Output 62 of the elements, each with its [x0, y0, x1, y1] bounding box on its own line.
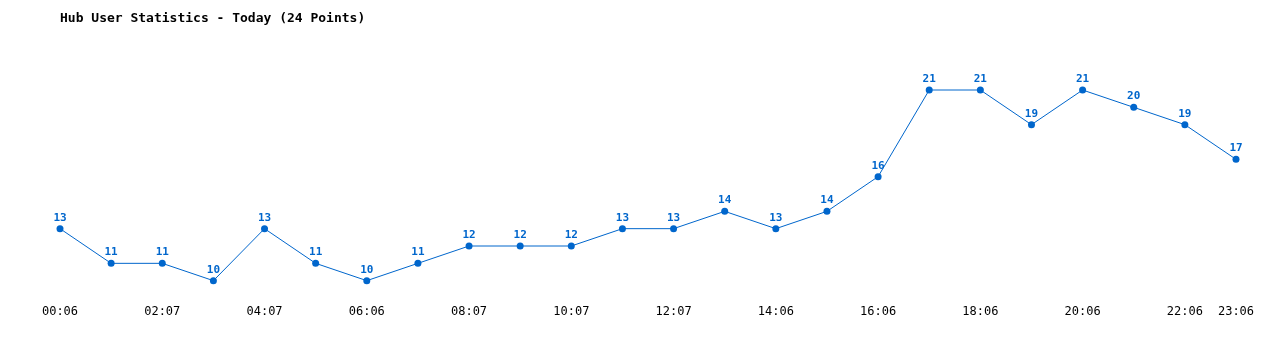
- data-label: 14: [718, 193, 732, 207]
- data-label: 12: [513, 228, 527, 241]
- point: [1130, 103, 1138, 111]
- point: [618, 225, 626, 233]
- data-label: 20: [1127, 89, 1141, 103]
- point: [414, 259, 422, 267]
- x-tick-label: 04:07: [246, 303, 283, 318]
- point: [312, 259, 320, 267]
- x-tick-label: 20:06: [1064, 303, 1101, 318]
- data-label: 17: [1229, 141, 1243, 155]
- data-label: 13: [53, 210, 67, 224]
- data-label: 21: [973, 72, 988, 85]
- x-tick-label: 16:06: [860, 303, 897, 318]
- data-label: 13: [257, 210, 272, 224]
- point: [976, 86, 984, 94]
- data-label: 10: [360, 262, 374, 276]
- data-label: 16: [871, 158, 886, 172]
- data-label: 12: [462, 228, 476, 241]
- x-tick-label: 14:06: [757, 303, 794, 318]
- point: [925, 86, 933, 94]
- x-tick-label: 23:06: [1217, 303, 1255, 318]
- x-tick-label: 18:06: [962, 303, 999, 318]
- data-label: 19: [1178, 106, 1192, 120]
- point: [107, 259, 115, 267]
- point: [209, 277, 217, 285]
- x-tick-label: 06:06: [348, 303, 385, 318]
- data-label: 21: [1075, 72, 1090, 85]
- point: [261, 225, 269, 233]
- point: [567, 242, 575, 250]
- point: [56, 225, 64, 233]
- x-tick-label: 12:07: [655, 303, 692, 318]
- point: [1027, 121, 1035, 129]
- point: [823, 207, 831, 215]
- point: [363, 277, 371, 285]
- point: [1232, 155, 1240, 163]
- point: [1079, 86, 1087, 94]
- data-label: 13: [615, 210, 630, 224]
- data-label: 11: [104, 245, 119, 259]
- x-tick-label: 00:06: [41, 303, 79, 318]
- point: [465, 242, 473, 250]
- data-label: 11: [155, 245, 170, 259]
- point: [772, 225, 780, 233]
- point: [721, 207, 729, 215]
- data-label: 19: [1024, 106, 1039, 120]
- x-tick-label: 22:06: [1166, 303, 1203, 318]
- data-label: 10: [206, 262, 221, 276]
- data-label: 21: [922, 72, 937, 85]
- point: [158, 259, 166, 267]
- x-tick-label: 08:07: [450, 303, 488, 318]
- data-label: 13: [666, 210, 681, 224]
- x-tick-label: 10:07: [553, 303, 590, 318]
- data-label: 11: [411, 245, 425, 259]
- chart-title: Hub User Statistics - Today (24 Points): [60, 10, 366, 25]
- point: [670, 225, 678, 233]
- data-label: 14: [820, 193, 834, 207]
- data-label: 11: [309, 245, 323, 259]
- point: [1181, 121, 1189, 129]
- data-label: 12: [564, 228, 578, 241]
- data-label: 13: [769, 210, 783, 224]
- x-tick-label: 02:07: [144, 303, 181, 318]
- point: [874, 173, 882, 181]
- point: [516, 242, 524, 250]
